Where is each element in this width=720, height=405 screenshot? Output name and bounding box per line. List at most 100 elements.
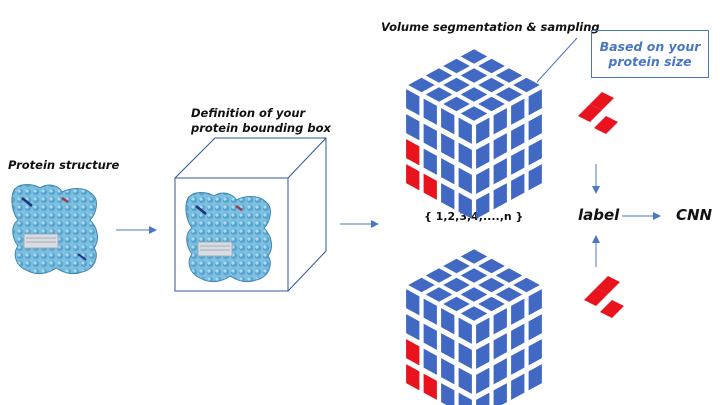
voxel-left-face (441, 133, 455, 160)
voxel-top-face (495, 287, 523, 302)
voxel-cube-bottom (406, 249, 542, 405)
voxel-left-face (458, 392, 472, 405)
voxel-top-face (425, 268, 453, 283)
voxel-top-face (478, 58, 505, 74)
voxel-left-face (441, 108, 455, 135)
voxel-left-face (423, 173, 437, 200)
voxel-left-face (458, 192, 472, 219)
voxel-left-face (441, 358, 455, 385)
voxel-top-face (495, 87, 523, 102)
voxel-left-face (406, 364, 420, 391)
voxel-right-face (476, 192, 490, 219)
voxel-right-face (476, 117, 490, 144)
voxel-top-face (408, 77, 435, 93)
voxel-left-face (423, 373, 437, 400)
voxel-cube-top (406, 49, 542, 219)
callout-line2: protein size (608, 54, 692, 69)
protein-surface-icon (11, 184, 98, 275)
voxel-left-face (458, 367, 472, 394)
label-node: label (578, 206, 620, 224)
voxel-top-face (408, 277, 435, 293)
protein-surface-icon (185, 192, 272, 283)
voxel-right-face (476, 167, 490, 194)
voxel-right-face (511, 298, 525, 325)
voxel-left-face (458, 342, 472, 369)
voxel-right-face (476, 142, 490, 169)
voxel-left-face (423, 123, 437, 150)
voxel-right-face (511, 373, 525, 400)
voxel-right-face (528, 164, 542, 191)
segmentation-title: Volume segmentation & sampling (381, 20, 600, 34)
voxel-right-face (528, 289, 542, 316)
voxel-top-face (460, 106, 488, 121)
voxel-left-face (423, 98, 437, 125)
voxel-top-face (513, 277, 540, 293)
voxel-left-face (406, 139, 420, 166)
voxel-left-face (458, 117, 472, 144)
voxel-left-face (441, 333, 455, 360)
voxel-right-face (528, 364, 542, 391)
voxel-left-face (441, 383, 455, 405)
voxel-top-face (460, 68, 488, 83)
voxel-top-face (443, 77, 470, 93)
voxel-top-face (460, 249, 488, 264)
voxel-top-face (443, 258, 470, 274)
voxel-top-face (460, 306, 488, 321)
bounding-box-cube (174, 137, 327, 292)
voxel-top-face (478, 77, 505, 93)
voxel-right-face (493, 108, 507, 135)
voxel-top-face (443, 96, 470, 112)
voxel-right-face (493, 133, 507, 160)
voxel-left-face (423, 323, 437, 350)
voxel-left-face (423, 148, 437, 175)
voxel-left-face (406, 114, 420, 141)
voxel-top-face (425, 87, 453, 102)
voxel-top-face (443, 277, 470, 293)
voxel-right-face (528, 139, 542, 166)
bounding-box-label-line1: Definition of your (191, 106, 306, 120)
voxel-right-face (476, 392, 490, 405)
voxel-top-face (495, 268, 523, 283)
sample-voxels-top (578, 92, 618, 134)
voxel-right-face (476, 367, 490, 394)
voxel-top-face (425, 287, 453, 302)
voxel-right-face (528, 89, 542, 116)
voxel-left-face (458, 142, 472, 169)
voxel-right-face (511, 123, 525, 150)
voxel-right-face (511, 348, 525, 375)
voxel-right-face (528, 114, 542, 141)
protein-structure-label: Protein structure (8, 158, 120, 172)
voxel-left-face (458, 317, 472, 344)
voxel-top-face (478, 296, 505, 312)
voxel-top-face (460, 268, 488, 283)
voxel-top-face (443, 58, 470, 74)
voxel-left-face (406, 289, 420, 316)
voxel-top-face (513, 77, 540, 93)
voxel-left-face (423, 348, 437, 375)
voxel-left-face (406, 89, 420, 116)
voxel-top-face (478, 258, 505, 274)
sample-voxels-bottom (584, 276, 624, 318)
voxel-right-face (528, 314, 542, 341)
voxel-left-face (441, 158, 455, 185)
voxel-top-face (460, 49, 488, 64)
voxel-left-face (441, 308, 455, 335)
voxel-right-face (493, 158, 507, 185)
voxel-left-face (406, 339, 420, 366)
voxel-top-face (443, 296, 470, 312)
voxel-right-face (528, 339, 542, 366)
bounding-box-label: Definition of your protein bounding box (191, 106, 331, 136)
voxel-left-face (406, 314, 420, 341)
voxel-left-face (441, 183, 455, 210)
voxel-right-face (493, 183, 507, 210)
sequence-label: { 1,2,3,4,....,n } (424, 210, 524, 223)
voxel-top-face (460, 87, 488, 102)
voxel-top-face (460, 287, 488, 302)
voxel-right-face (493, 383, 507, 405)
cnn-node: CNN (676, 206, 713, 224)
voxel-right-face (493, 333, 507, 360)
voxel-top-face (478, 277, 505, 293)
voxel-right-face (476, 317, 490, 344)
voxel-right-face (511, 173, 525, 200)
